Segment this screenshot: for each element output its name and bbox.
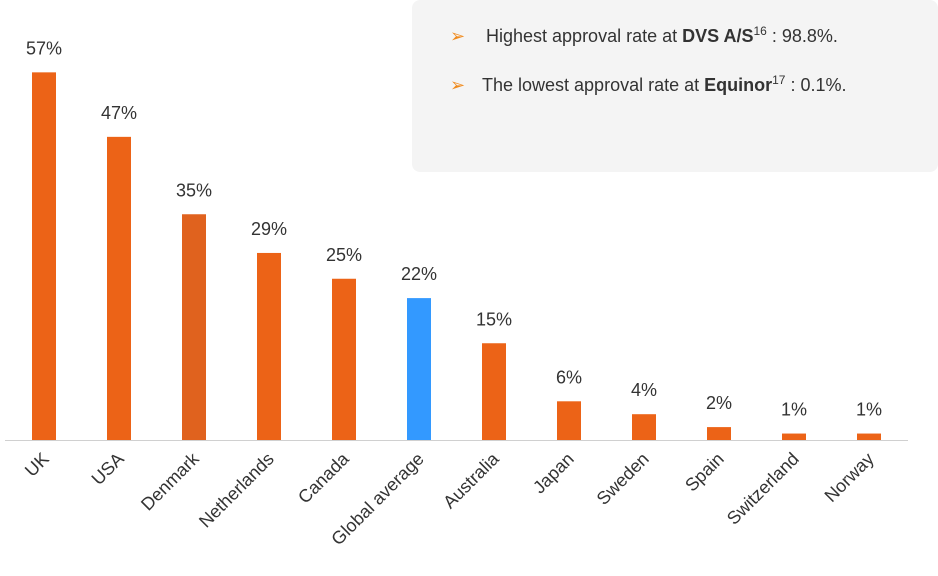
x-tick-label: Sweden [593,449,653,509]
bullet: ➢ [450,26,465,46]
x-tick-label: Netherlands [195,449,278,532]
x-tick-label: Canada [294,448,353,507]
x-tick-label: Australia [439,448,503,512]
data-label: 22% [401,264,437,284]
annotation-box [412,0,938,172]
data-label: 1% [781,400,807,420]
bar [407,298,431,440]
x-tick-label: USA [88,449,128,489]
bar [632,414,656,440]
text: : 98.8%. [767,26,838,46]
x-tick-label: Denmark [137,448,203,514]
data-label: 25% [326,245,362,265]
bar [857,433,881,440]
text: : 0.1%. [785,75,846,95]
bar [482,343,506,440]
bold-text: DVS A/S [682,26,753,46]
x-tick-label: Spain [681,449,728,496]
superscript: 17 [772,73,786,87]
bar [257,252,281,440]
data-label: 47% [101,103,137,123]
data-label: 57% [26,38,62,58]
data-label: 2% [706,393,732,413]
text: Highest approval rate at [486,26,682,46]
bar [182,214,206,440]
annotation: The lowest approval rate at Equinor17 : … [482,73,847,95]
data-label: 35% [176,180,212,200]
x-tick-label: Switzerland [723,449,803,529]
data-label: 1% [856,400,882,420]
bar [32,72,56,440]
bold-text: Equinor [704,75,772,95]
bar [707,427,731,440]
data-label: 15% [476,309,512,329]
data-label: 4% [631,380,657,400]
x-tick-label: UK [21,449,53,481]
bullet: ➢ [450,75,465,95]
superscript: 16 [753,24,767,38]
x-tick-label: Japan [529,449,578,498]
data-label: 6% [556,367,582,387]
text: The lowest approval rate at [482,75,704,95]
data-label: 29% [251,219,287,239]
bar [107,136,131,440]
annotation: Highest approval rate at DVS A/S16 : 98.… [486,24,838,46]
bar [782,433,806,440]
bar [332,278,356,440]
x-tick-label: Norway [821,449,878,506]
bar [557,401,581,440]
